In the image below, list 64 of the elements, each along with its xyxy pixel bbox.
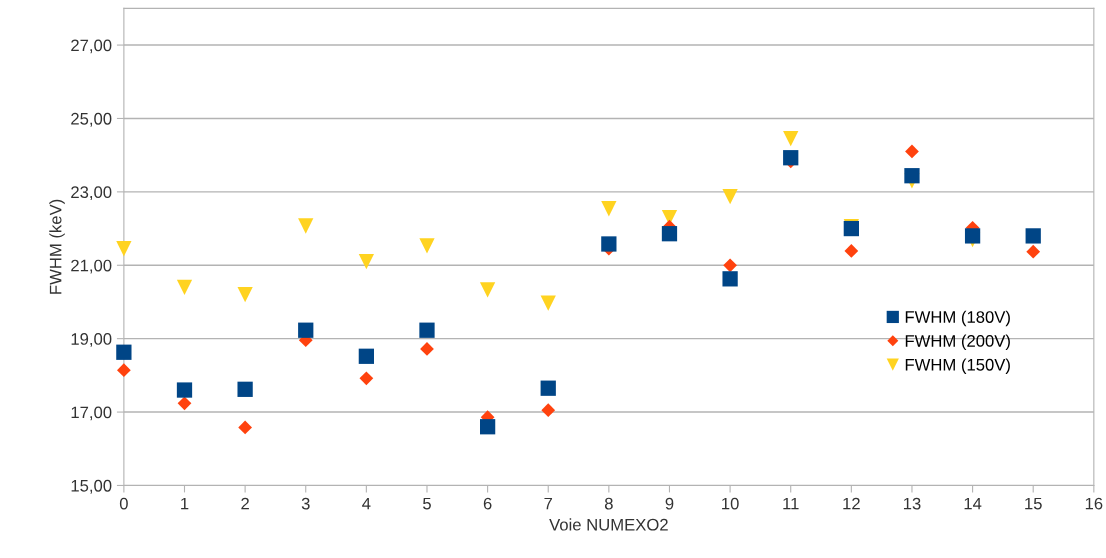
y-tick-label: 17,00 <box>71 406 112 421</box>
y-tick-label: 27,00 <box>71 39 112 54</box>
y-tick-label: 19,00 <box>71 333 112 347</box>
legend-label: FWHM (200V) <box>905 334 1010 351</box>
x-tick-label: 12 <box>843 497 860 510</box>
x-tick-label: 1 <box>181 497 189 510</box>
legend-label: FWHM (180V) <box>905 310 1010 327</box>
x-tick-label: 6 <box>483 497 492 510</box>
x-tick-label: 2 <box>241 497 249 510</box>
point <box>844 244 859 258</box>
point <box>116 344 132 360</box>
point <box>722 271 738 287</box>
point <box>661 226 678 242</box>
point <box>358 253 374 270</box>
point <box>1025 228 1041 244</box>
x-tick-label: 3 <box>301 497 310 510</box>
point <box>783 131 799 147</box>
point <box>479 419 496 435</box>
x-tick-label: 11 <box>783 497 799 510</box>
point <box>479 282 496 298</box>
y-tick-label: 23,00 <box>71 186 112 201</box>
x-tick-label: 9 <box>665 497 674 510</box>
point <box>359 371 374 386</box>
point <box>601 201 617 217</box>
x-tick-label: 13 <box>903 497 921 510</box>
x-tick-label: 16 <box>1085 497 1103 510</box>
x-tick-label: 0 <box>119 497 128 510</box>
point <box>177 396 192 411</box>
point <box>722 189 738 205</box>
point <box>419 238 435 254</box>
y-tick-label: 15,00 <box>71 479 112 494</box>
point <box>1026 244 1041 259</box>
y-tick-label: 25,00 <box>71 112 112 127</box>
point <box>904 168 920 184</box>
point <box>358 348 374 364</box>
y-tick-label: 21,00 <box>71 259 112 274</box>
point <box>540 380 556 396</box>
point <box>237 381 253 397</box>
legend-label: FWHM (150V) <box>905 358 1010 374</box>
x-tick-label: 15 <box>1025 497 1042 510</box>
x-tick-label: 10 <box>722 497 739 510</box>
point <box>540 295 556 311</box>
x-tick-label: 4 <box>362 497 371 510</box>
point <box>723 258 737 273</box>
point <box>237 286 253 303</box>
point <box>176 382 193 398</box>
point <box>117 363 131 378</box>
x-tick-label: 5 <box>423 497 431 510</box>
x-tick-label: 7 <box>544 497 553 510</box>
point <box>905 144 919 159</box>
point <box>601 236 617 252</box>
point <box>298 322 314 338</box>
point <box>541 403 556 418</box>
point <box>783 150 799 166</box>
x-tick-label: 14 <box>964 497 982 510</box>
x-axis-title: Voie NUMEXO2 <box>549 518 668 531</box>
y-axis-title: FWHM (keV) <box>49 199 65 294</box>
point <box>176 279 193 295</box>
point <box>964 228 981 244</box>
point <box>419 322 435 338</box>
point <box>238 420 252 435</box>
x-tick-label: 8 <box>604 497 613 510</box>
point <box>298 218 314 234</box>
point <box>116 241 132 257</box>
